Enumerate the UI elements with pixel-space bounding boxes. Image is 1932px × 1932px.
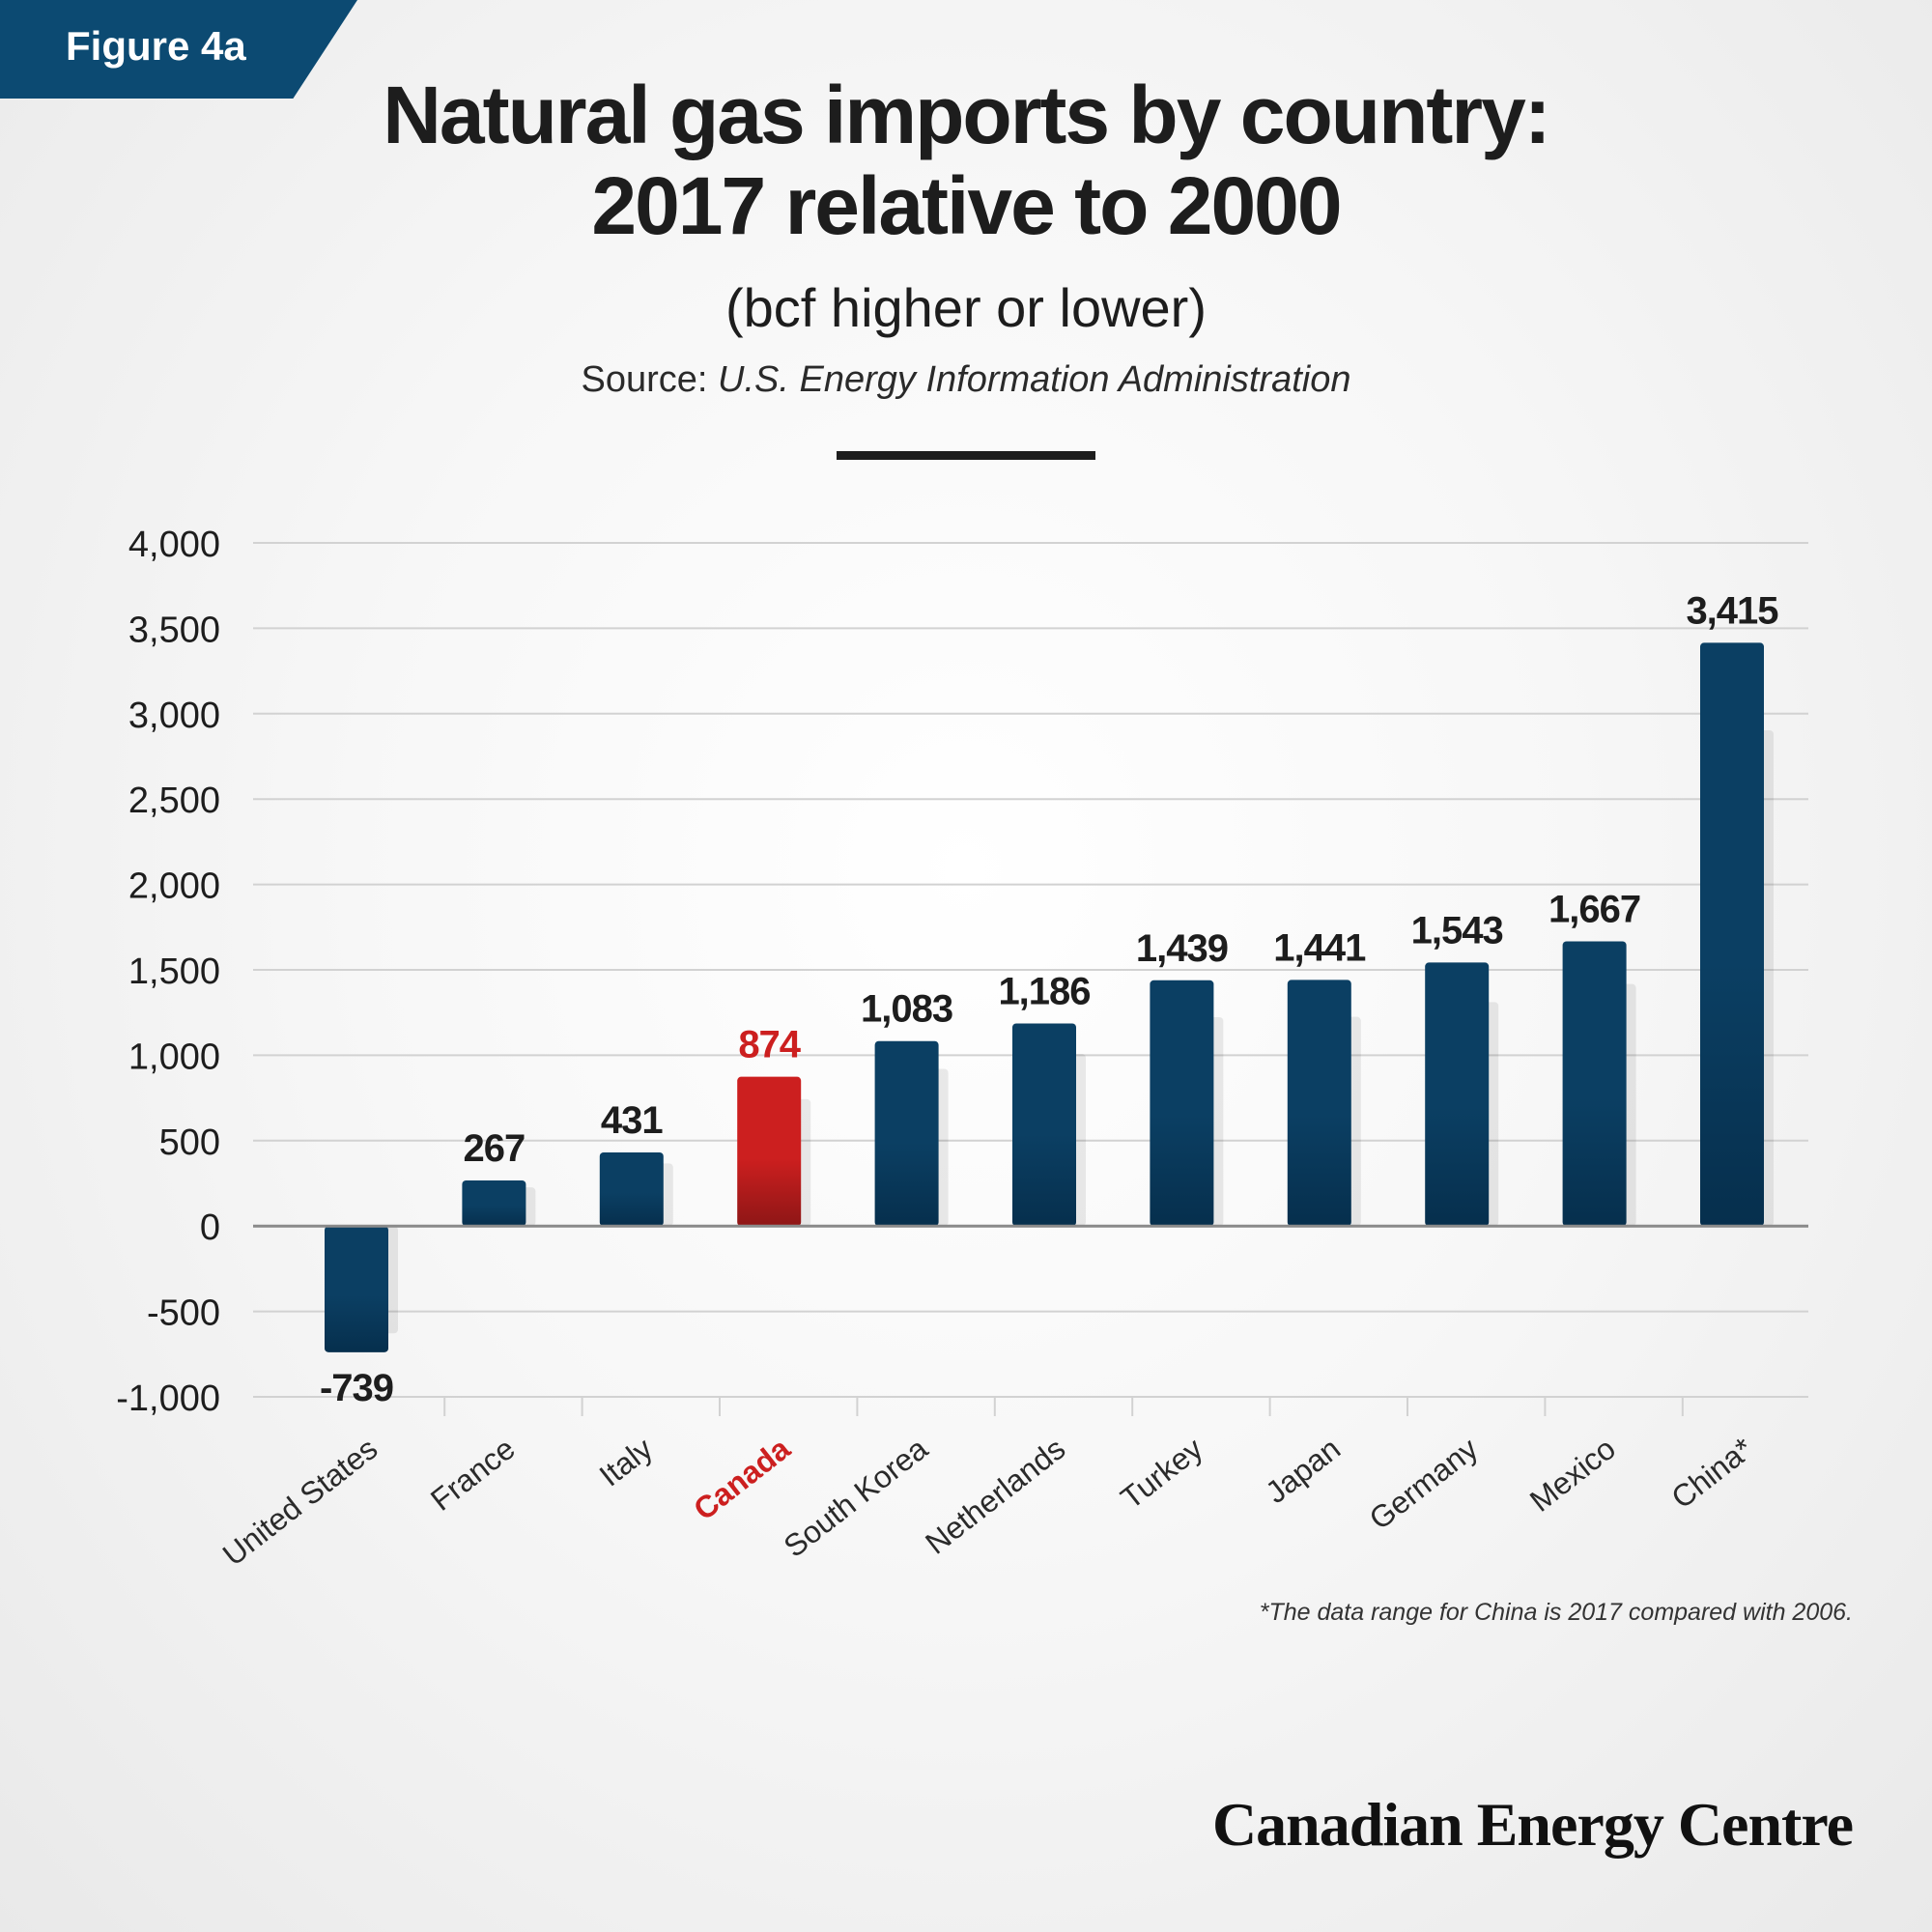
bar-value-label: 267 — [464, 1127, 526, 1170]
x-category-label: France — [424, 1431, 522, 1518]
source-name: U.S. Energy Information Administration — [718, 359, 1351, 400]
bar-value-label: -739 — [320, 1367, 393, 1409]
x-category-label: Canada — [687, 1431, 796, 1527]
y-tick-label: 1,000 — [128, 1037, 220, 1077]
x-category-label: Japan — [1259, 1431, 1347, 1510]
bar-value-label: 1,186 — [998, 971, 1090, 1013]
bar-value-label: 1,441 — [1273, 926, 1366, 969]
brand-logo: Canadian Energy Centre — [1211, 1790, 1854, 1859]
source-label: Source: — [581, 359, 708, 400]
footnote: *The data range for China is 2017 compar… — [1259, 1599, 1853, 1626]
bar-value-label: 1,083 — [861, 988, 952, 1031]
x-category-label: Turkey — [1114, 1431, 1208, 1516]
bar — [1287, 980, 1351, 1227]
x-category-label: Germany — [1363, 1431, 1485, 1536]
bar — [462, 1179, 526, 1227]
bar-value-label: 1,543 — [1411, 909, 1503, 952]
bar-value-label: 1,439 — [1136, 927, 1228, 970]
chart-subtitle: (bcf higher or lower) — [725, 277, 1207, 338]
y-tick-label: -1,000 — [116, 1378, 220, 1419]
figure-tag-label: Figure 4a — [66, 23, 246, 69]
y-tick-label: 2,000 — [128, 867, 220, 907]
bar-value-label: 3,415 — [1686, 589, 1778, 632]
bar-value-label: 874 — [738, 1024, 801, 1066]
y-tick-label: -500 — [147, 1293, 220, 1334]
y-tick-label: 1,500 — [128, 952, 220, 992]
y-tick-label: 500 — [159, 1122, 220, 1163]
x-category-label: Netherlands — [919, 1431, 1071, 1561]
figure-tag: Figure 4a — [0, 0, 357, 99]
source-line: Source: U.S. Energy Information Administ… — [193, 359, 1739, 401]
y-tick-label: 4,000 — [128, 525, 220, 565]
bar — [325, 1226, 388, 1352]
y-tick-label: 2,500 — [128, 781, 220, 821]
bar — [874, 1040, 939, 1227]
y-tick-label: 3,500 — [128, 610, 220, 650]
bar-highlight — [737, 1076, 802, 1227]
x-category-label: Mexico — [1523, 1431, 1622, 1519]
bar-value-label: 1,667 — [1548, 888, 1640, 930]
bar-value-label: 431 — [601, 1099, 663, 1142]
bar — [1425, 962, 1490, 1227]
x-category-label: Italy — [593, 1431, 659, 1493]
bar — [1700, 642, 1764, 1227]
y-tick-label: 3,000 — [128, 696, 220, 736]
bar — [1150, 980, 1214, 1227]
bar — [599, 1151, 664, 1227]
x-category-label: United States — [216, 1431, 384, 1573]
bar — [1012, 1023, 1076, 1227]
bar — [1562, 941, 1627, 1227]
x-category-label: South Korea — [778, 1431, 935, 1564]
chart-title-line2: 2017 relative to 2000 — [591, 160, 1342, 251]
y-tick-label: 0 — [200, 1208, 220, 1248]
title-divider — [837, 451, 1095, 460]
chart-title: Natural gas imports by country: 2017 rel… — [193, 70, 1739, 251]
x-category-label: China* — [1664, 1431, 1759, 1516]
chart-title-line1: Natural gas imports by country: — [383, 70, 1551, 160]
